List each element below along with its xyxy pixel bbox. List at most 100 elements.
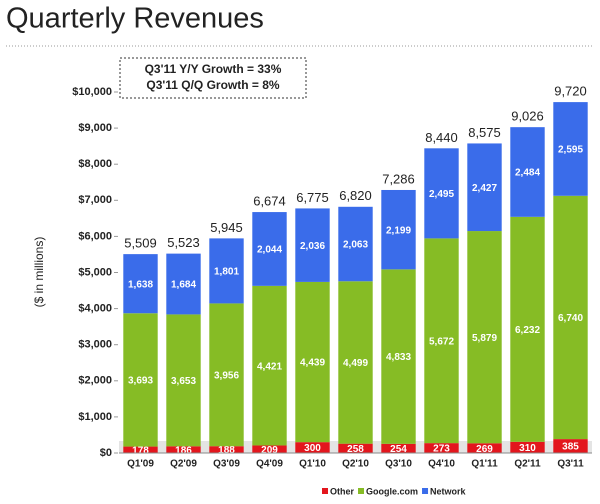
bar-segment (295, 442, 330, 453)
value-label: 269 (476, 444, 493, 455)
value-label: 5,672 (429, 336, 454, 347)
bar-segment (381, 189, 416, 270)
bar-segment (295, 208, 330, 282)
value-label: 2,036 (300, 241, 325, 252)
value-label: 3,653 (171, 376, 196, 387)
legend-label: Network (430, 486, 467, 496)
total-label: 6,674 (253, 194, 286, 209)
x-tick-label: Q4'10 (428, 459, 455, 470)
bar-segment (209, 303, 244, 447)
legend-label: Other (330, 486, 355, 496)
bar-segment (467, 231, 502, 444)
value-label: 254 (390, 444, 407, 455)
annotation: Q3'11 Y/Y Growth = 33% (145, 62, 282, 76)
x-tick-label: Q3'11 (557, 459, 584, 470)
annotation-box (119, 57, 307, 99)
bar-segment (424, 238, 459, 444)
y-tick-label: $3,000 (78, 339, 112, 351)
value-label: 3,956 (214, 370, 239, 381)
value-label: 1,801 (214, 267, 239, 278)
y-tick-label: $8,000 (78, 158, 112, 170)
y-tick-label: $6,000 (78, 230, 112, 242)
bar-segment (424, 443, 459, 453)
value-label: 2,495 (429, 189, 454, 200)
legend-label: Google.com (366, 486, 418, 496)
x-tick-label: Q2'10 (342, 459, 369, 470)
bar-segment (209, 446, 244, 453)
total-label: 5,509 (124, 236, 157, 251)
bar-segment (166, 253, 201, 315)
y-tick-label: $4,000 (78, 303, 112, 315)
x-tick-label: Q3'10 (385, 459, 412, 470)
total-label: 5,945 (210, 220, 243, 235)
value-label: 385 (562, 442, 579, 453)
y-axis-label: ($ in millions) (32, 237, 46, 308)
x-tick-label: Q2'09 (170, 459, 197, 470)
value-label: 2,595 (558, 145, 583, 156)
x-tick-label: Q1'10 (299, 459, 326, 470)
y-tick-label: $9,000 (78, 122, 112, 134)
total-label: 9,026 (511, 109, 544, 124)
value-label: 4,439 (300, 358, 325, 369)
value-label: 188 (218, 445, 235, 456)
x-tick-label: Q4'09 (256, 459, 283, 470)
bar-segment (123, 446, 158, 453)
bar-segment (123, 254, 158, 314)
bar-segment (252, 285, 287, 446)
total-label: 8,575 (468, 125, 501, 140)
value-label: 1,638 (128, 279, 153, 290)
value-label: 4,421 (257, 361, 282, 372)
bar-segment (467, 143, 502, 232)
bar-segment (553, 439, 588, 453)
legend-swatch (322, 488, 328, 494)
bar-segment (553, 195, 588, 440)
y-tick-label: $10,000 (72, 86, 112, 98)
bar-segment (252, 445, 287, 453)
total-label: 6,775 (296, 190, 329, 205)
value-label: 310 (519, 443, 536, 454)
y-tick-label: $0 (100, 447, 112, 459)
legend-swatch (358, 488, 365, 494)
x-tick-label: Q3'09 (213, 459, 240, 470)
value-label: 2,044 (257, 245, 282, 256)
bar-segment (166, 446, 201, 453)
y-tick-label: $5,000 (78, 266, 112, 278)
x-tick-label: Q1'09 (127, 459, 154, 470)
value-label: 3,693 (128, 376, 153, 387)
value-label: 4,499 (343, 358, 368, 369)
bar-segment (510, 216, 545, 442)
value-label: 5,879 (472, 333, 497, 344)
value-label: 178 (132, 445, 149, 456)
value-label: 300 (304, 443, 321, 454)
bar-segment (338, 281, 373, 444)
value-label: 258 (347, 444, 364, 455)
annotation: Q3'11 Q/Q Growth = 8% (146, 78, 280, 92)
bar-segment (295, 281, 330, 443)
value-label: 273 (433, 444, 450, 455)
value-label: 1,684 (171, 280, 196, 291)
bar-segment (338, 443, 373, 453)
value-label: 2,063 (343, 240, 368, 251)
bar-segment (338, 206, 373, 282)
bar-segment (252, 212, 287, 286)
chart-title: Quarterly Revenues (6, 3, 264, 35)
total-label: 9,720 (554, 84, 587, 99)
value-label: 209 (261, 445, 278, 456)
total-label: 5,523 (167, 235, 200, 250)
x-tick-label: Q1'11 (471, 459, 498, 470)
x-tick-label: Q2'11 (514, 459, 541, 470)
value-label: 6,232 (515, 325, 540, 336)
value-label: 2,484 (515, 168, 540, 179)
y-tick-label: $1,000 (78, 411, 112, 423)
y-tick-label: $7,000 (78, 194, 112, 206)
bar-segment (166, 314, 201, 447)
bar-segment (467, 443, 502, 453)
bar-segment (553, 102, 588, 196)
total-label: 7,286 (382, 171, 415, 186)
value-label: 186 (175, 445, 192, 456)
value-label: 2,427 (472, 183, 497, 194)
bar-segment (381, 269, 416, 444)
bar-segment (510, 441, 545, 453)
bar-segment (424, 148, 459, 239)
